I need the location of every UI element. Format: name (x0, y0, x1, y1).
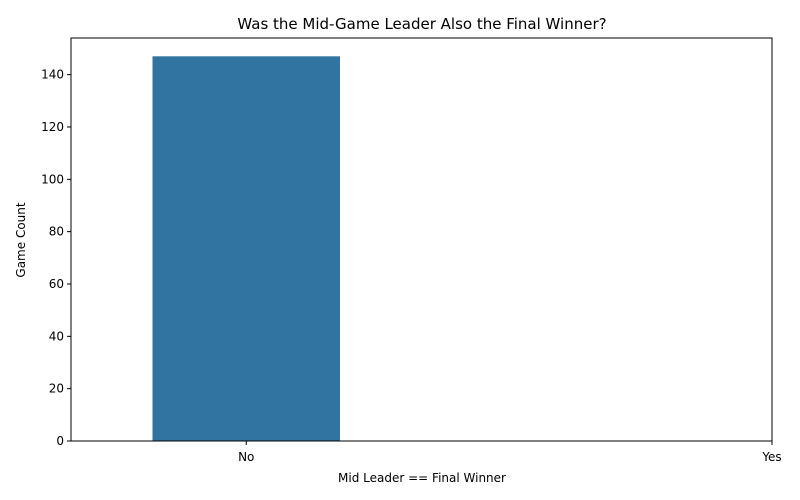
y-tick-label: 0 (56, 434, 64, 448)
plot-frame (70, 37, 773, 442)
y-axis-ticks: 0 20 40 60 80 100 120 140 (41, 68, 71, 448)
x-axis-ticks: No Yes (238, 441, 782, 464)
y-tick-label: 60 (49, 277, 64, 291)
y-axis-label: Game Count (14, 202, 28, 277)
chart-title: Was the Mid-Game Leader Also the Final W… (237, 15, 606, 33)
bar-no (152, 56, 340, 442)
y-tick-label: 120 (41, 120, 64, 134)
y-tick-label: 80 (49, 225, 64, 239)
x-tick-label-yes: Yes (761, 450, 781, 464)
x-tick-label-no: No (238, 450, 254, 464)
y-tick-label: 40 (49, 329, 64, 343)
y-tick-label: 100 (41, 172, 64, 186)
y-tick-label: 20 (49, 382, 64, 396)
bars-group (152, 56, 340, 442)
y-tick-label: 140 (41, 68, 64, 82)
x-axis-label: Mid Leader == Final Winner (338, 471, 506, 485)
